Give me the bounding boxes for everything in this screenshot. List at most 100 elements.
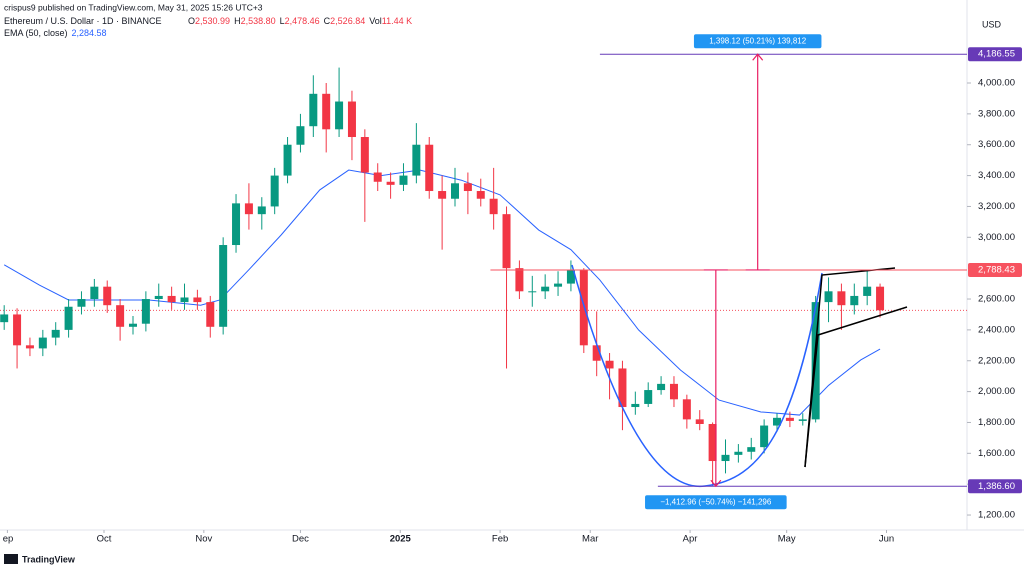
- candle-body: [257, 206, 266, 215]
- indicator-value: 2,284.58: [72, 28, 107, 38]
- candle-body: [721, 454, 730, 462]
- x-tick-label: May: [778, 534, 796, 545]
- candle-body: [515, 268, 524, 292]
- y-tick-label: 3,000.00: [978, 232, 1015, 243]
- candle-body: [386, 181, 395, 185]
- candle-body: [0, 314, 9, 323]
- candle-body: [116, 305, 125, 327]
- candle-body: [708, 424, 717, 462]
- candle-body: [747, 447, 756, 452]
- candle-body: [669, 383, 678, 400]
- measure-box: [693, 34, 822, 49]
- x-tick-label: Dec: [292, 534, 309, 545]
- y-tick-label: 4,000.00: [978, 78, 1015, 89]
- candle-body: [360, 137, 369, 173]
- candle-body: [438, 191, 447, 199]
- level-box: [968, 47, 1022, 62]
- candle-body: [773, 417, 782, 426]
- y-tick-label: 3,800.00: [978, 108, 1015, 119]
- ohlc-value: 11.44 K: [382, 16, 412, 26]
- y-tick-label: 2,000.00: [978, 386, 1015, 397]
- currency: USD: [982, 19, 1002, 29]
- y-tick-label: 3,400.00: [978, 170, 1015, 181]
- ohlc-value: 2,478.46: [285, 16, 320, 26]
- candle-body: [219, 245, 228, 327]
- candle-body: [876, 286, 885, 311]
- measure-label: −1,412.96 (−50.74%) −141,296: [660, 497, 772, 506]
- candle-body: [824, 291, 833, 303]
- candle-body: [850, 295, 859, 306]
- candle-body: [657, 383, 666, 391]
- candle-body: [232, 203, 241, 246]
- candle-body: [631, 403, 640, 408]
- x-tick-label: ep: [3, 534, 14, 545]
- candle-body: [38, 337, 47, 349]
- candle-body: [785, 417, 794, 421]
- x-tick-label: Feb: [492, 534, 508, 545]
- candle-body: [25, 345, 34, 349]
- candle-body: [489, 198, 498, 215]
- candle-body: [77, 299, 86, 307]
- candle-body: [206, 302, 215, 327]
- candle-body: [528, 291, 537, 293]
- candle-body: [141, 299, 150, 324]
- y-tick-label: 3,200.00: [978, 201, 1015, 212]
- candle-body: [154, 295, 163, 300]
- candle-body: [682, 399, 691, 420]
- candle-body: [734, 451, 743, 455]
- candle-body: [412, 144, 421, 176]
- candle-body: [760, 425, 769, 448]
- y-tick-label: 2,200.00: [978, 355, 1015, 366]
- candle-body: [283, 144, 292, 176]
- candle-body: [335, 101, 344, 130]
- candle-body: [566, 269, 575, 284]
- ohlc-value: 2,530.99: [195, 16, 230, 26]
- ema-line: [3, 169, 881, 416]
- candle-body: [554, 283, 563, 287]
- candle-body: [451, 183, 460, 199]
- candle-body: [90, 286, 99, 300]
- candle-body: [476, 191, 485, 199]
- candle-body: [309, 93, 318, 127]
- candle-body: [51, 329, 60, 338]
- brand: TradingView: [22, 554, 76, 564]
- ohlc-value: 2,538.80: [241, 16, 276, 26]
- x-tick-label: Mar: [582, 534, 598, 545]
- candle-body: [798, 419, 807, 421]
- level-box: [968, 479, 1022, 494]
- candle-body: [373, 172, 382, 182]
- level-box: [968, 262, 1022, 277]
- measure-arrow: [752, 53, 764, 61]
- candle-body: [502, 214, 511, 269]
- candle-body: [605, 360, 614, 369]
- measure-box: [645, 495, 787, 510]
- wedge-lower: [804, 306, 908, 468]
- y-tick-label: 3,600.00: [978, 139, 1015, 150]
- ohlc: O2,530.99 H2,538.80 L2,478.46 C2,526.84 Vol1…: [188, 16, 412, 26]
- y-tick-label: 1,200.00: [978, 510, 1015, 521]
- candle-body: [193, 297, 202, 303]
- y-tick-label: 2,600.00: [978, 294, 1015, 305]
- indicator: EMA (50, close) 2,284.58: [4, 28, 107, 38]
- x-tick-label: Oct: [97, 534, 112, 545]
- candle-body: [128, 323, 137, 327]
- candle-body: [863, 286, 872, 296]
- level-label: 4,186.55: [978, 49, 1015, 60]
- candle-body: [180, 297, 189, 303]
- candle-body: [463, 183, 472, 192]
- candle-body: [347, 101, 356, 138]
- candle-body: [541, 286, 550, 292]
- ohlc-key: L: [280, 16, 285, 26]
- candle-body: [103, 286, 112, 306]
- candle-body: [64, 306, 73, 330]
- ohlc-value: 2,526.84: [330, 16, 365, 26]
- candle-body: [167, 295, 176, 303]
- candle-body: [13, 314, 22, 346]
- indicator-name: EMA (50, close): [4, 28, 68, 38]
- level-label: 2,788.43: [978, 264, 1015, 275]
- y-tick-label: 1,600.00: [978, 448, 1015, 459]
- x-tick-label: Jun: [879, 534, 894, 545]
- ohlc-key: O: [188, 16, 195, 26]
- y-tick-label: 2,400.00: [978, 324, 1015, 335]
- measure-arrow: [710, 479, 722, 488]
